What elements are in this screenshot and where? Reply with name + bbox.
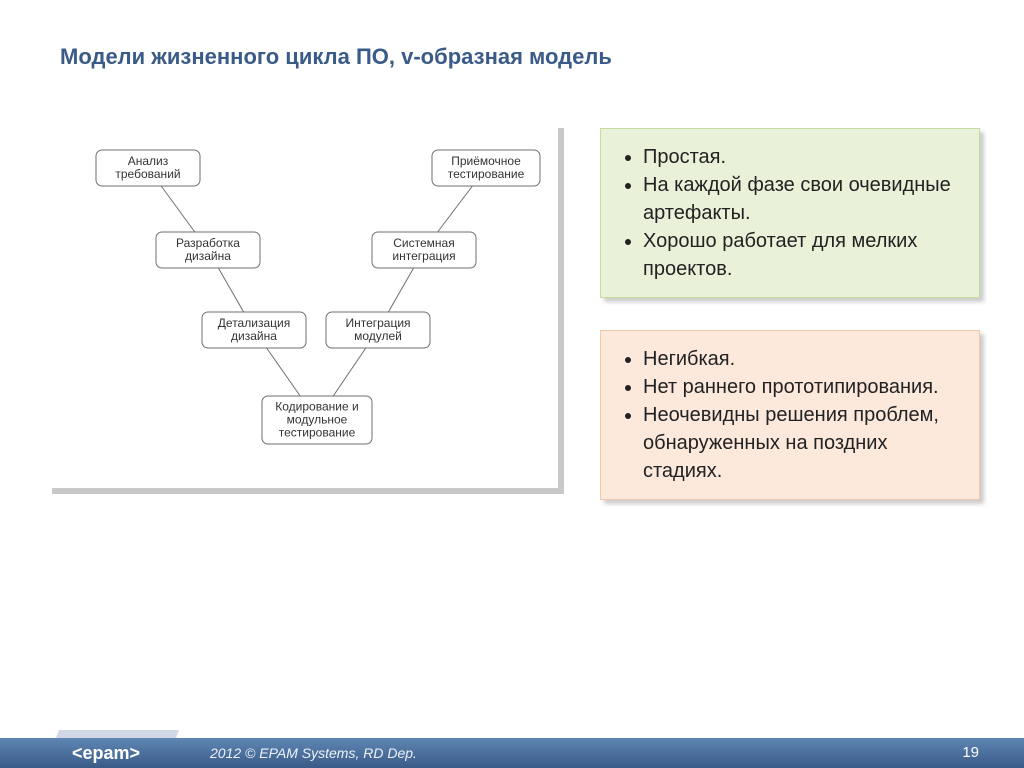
pros-item: Хорошо работает для мелких проектов. (643, 227, 963, 283)
node-detail-label: дизайна (231, 329, 277, 343)
footer-logo: <epam> (72, 740, 140, 766)
footer-bar (0, 738, 1024, 768)
diagram-svg: АнализтребованийПриёмочноетестированиеРа… (52, 128, 564, 494)
node-design-label: дизайна (185, 249, 231, 263)
cons-list: Негибкая.Нет раннего прототипирования.Не… (621, 345, 963, 485)
node-detail-label: Детализация (218, 316, 290, 330)
node-req-label: требований (115, 167, 180, 181)
pros-item: На каждой фазе свои очевидные артефакты. (643, 171, 963, 227)
footer-accent (56, 730, 179, 738)
node-modint-label: модулей (354, 329, 402, 343)
node-sysint-label: Системная (393, 236, 454, 250)
node-code-label: тестирование (279, 426, 356, 440)
pros-list: Простая.На каждой фазе свои очевидные ар… (621, 143, 963, 283)
cons-item: Негибкая. (643, 345, 963, 373)
footer: <epam> 2012 © EPAM Systems, RD Dep. 19 (0, 726, 1024, 768)
node-design-label: Разработка (176, 236, 240, 250)
footer-page-number: 19 (962, 744, 979, 761)
cons-callout: Негибкая.Нет раннего прототипирования.Не… (600, 330, 980, 500)
v-model-diagram: АнализтребованийПриёмочноетестированиеРа… (52, 128, 564, 494)
node-sysint-label: интеграция (392, 249, 455, 263)
node-code-label: модульное (287, 413, 348, 427)
slide-title: Модели жизненного цикла ПО, v-образная м… (60, 44, 612, 70)
node-modint-label: Интеграция (345, 316, 410, 330)
footer-copyright: 2012 © EPAM Systems, RD Dep. (210, 745, 417, 761)
pros-item: Простая. (643, 143, 963, 171)
node-accept-label: тестирование (448, 167, 525, 181)
cons-item: Неочевидны решения проблем, обнаруженных… (643, 401, 963, 485)
node-code-label: Кодирование и (275, 400, 358, 414)
node-accept-label: Приёмочное (451, 154, 521, 168)
pros-callout: Простая.На каждой фазе свои очевидные ар… (600, 128, 980, 298)
node-req-label: Анализ (128, 154, 169, 168)
cons-item: Нет раннего прототипирования. (643, 373, 963, 401)
